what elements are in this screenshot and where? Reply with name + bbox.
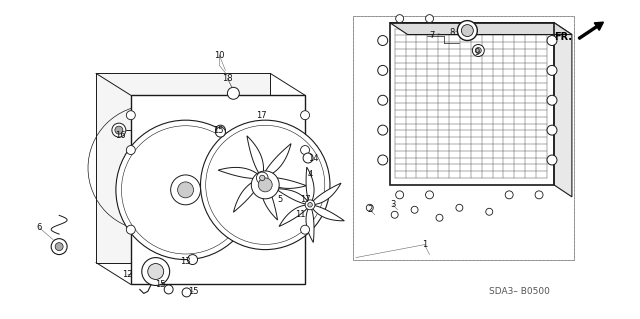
Circle shape: [461, 25, 474, 37]
Circle shape: [126, 145, 135, 154]
Polygon shape: [261, 178, 278, 220]
Circle shape: [476, 48, 481, 54]
Circle shape: [301, 225, 310, 234]
Polygon shape: [306, 167, 314, 205]
Circle shape: [547, 125, 557, 135]
Circle shape: [51, 239, 67, 255]
FancyArrow shape: [579, 22, 604, 39]
Circle shape: [547, 95, 557, 105]
Circle shape: [426, 15, 433, 23]
Circle shape: [486, 208, 493, 215]
Circle shape: [260, 175, 265, 181]
Text: 18: 18: [222, 74, 233, 83]
Circle shape: [366, 204, 373, 211]
Circle shape: [171, 175, 200, 205]
Text: 15: 15: [188, 287, 199, 296]
Text: SDA3– B0500: SDA3– B0500: [489, 287, 550, 296]
Circle shape: [259, 178, 272, 192]
Polygon shape: [247, 136, 264, 178]
Circle shape: [411, 206, 418, 213]
Text: 17: 17: [256, 111, 267, 120]
Text: 17: 17: [300, 195, 310, 204]
Polygon shape: [262, 144, 291, 178]
Text: 4: 4: [307, 170, 313, 179]
Text: 12: 12: [123, 270, 133, 279]
Text: 3: 3: [390, 200, 396, 209]
Circle shape: [200, 120, 330, 249]
Circle shape: [115, 126, 123, 134]
Text: 14: 14: [308, 153, 318, 162]
Circle shape: [456, 204, 463, 211]
Polygon shape: [234, 178, 262, 212]
Circle shape: [396, 15, 404, 23]
Polygon shape: [218, 167, 262, 178]
Text: 6: 6: [36, 223, 42, 232]
Polygon shape: [310, 205, 344, 221]
Circle shape: [378, 155, 388, 165]
Polygon shape: [262, 177, 307, 189]
Polygon shape: [276, 189, 310, 205]
Circle shape: [257, 172, 268, 184]
Circle shape: [378, 35, 388, 46]
Text: 5: 5: [278, 195, 283, 204]
Text: 9: 9: [475, 48, 480, 57]
Circle shape: [378, 125, 388, 135]
Polygon shape: [554, 23, 572, 197]
Circle shape: [378, 95, 388, 105]
Circle shape: [301, 111, 310, 120]
Circle shape: [227, 87, 239, 99]
Polygon shape: [310, 183, 341, 205]
Polygon shape: [306, 205, 314, 242]
Polygon shape: [131, 95, 305, 285]
Text: 8: 8: [450, 28, 455, 37]
Circle shape: [547, 155, 557, 165]
Text: 13: 13: [180, 257, 191, 266]
Circle shape: [305, 200, 315, 210]
Circle shape: [472, 45, 484, 56]
Circle shape: [378, 65, 388, 75]
Circle shape: [301, 145, 310, 154]
Circle shape: [547, 35, 557, 46]
Text: 2: 2: [367, 205, 372, 214]
Circle shape: [396, 191, 404, 199]
Polygon shape: [353, 16, 574, 260]
Circle shape: [126, 225, 135, 234]
Text: FR.: FR.: [554, 32, 572, 41]
Polygon shape: [96, 73, 270, 263]
Circle shape: [116, 120, 255, 260]
Circle shape: [142, 257, 170, 286]
Circle shape: [458, 21, 477, 41]
Circle shape: [426, 191, 433, 199]
Circle shape: [391, 211, 398, 218]
Circle shape: [126, 111, 135, 120]
Text: 16: 16: [116, 130, 126, 140]
Text: 1: 1: [422, 240, 427, 249]
Text: 10: 10: [214, 51, 225, 60]
Circle shape: [182, 288, 191, 297]
Circle shape: [188, 255, 198, 264]
Circle shape: [436, 214, 443, 221]
Text: 11: 11: [295, 210, 305, 219]
Polygon shape: [279, 205, 310, 226]
Circle shape: [112, 123, 126, 137]
Text: 15: 15: [213, 126, 224, 135]
Circle shape: [55, 243, 63, 251]
Circle shape: [308, 203, 312, 207]
Circle shape: [252, 171, 279, 199]
Circle shape: [148, 263, 164, 279]
Text: 7: 7: [429, 31, 434, 40]
Circle shape: [505, 191, 513, 199]
Text: 15: 15: [156, 280, 166, 289]
Circle shape: [547, 65, 557, 75]
Circle shape: [216, 125, 225, 135]
Circle shape: [178, 182, 193, 198]
Circle shape: [535, 191, 543, 199]
Circle shape: [303, 153, 313, 163]
Polygon shape: [390, 23, 572, 34]
Circle shape: [216, 127, 225, 137]
Circle shape: [164, 285, 173, 294]
